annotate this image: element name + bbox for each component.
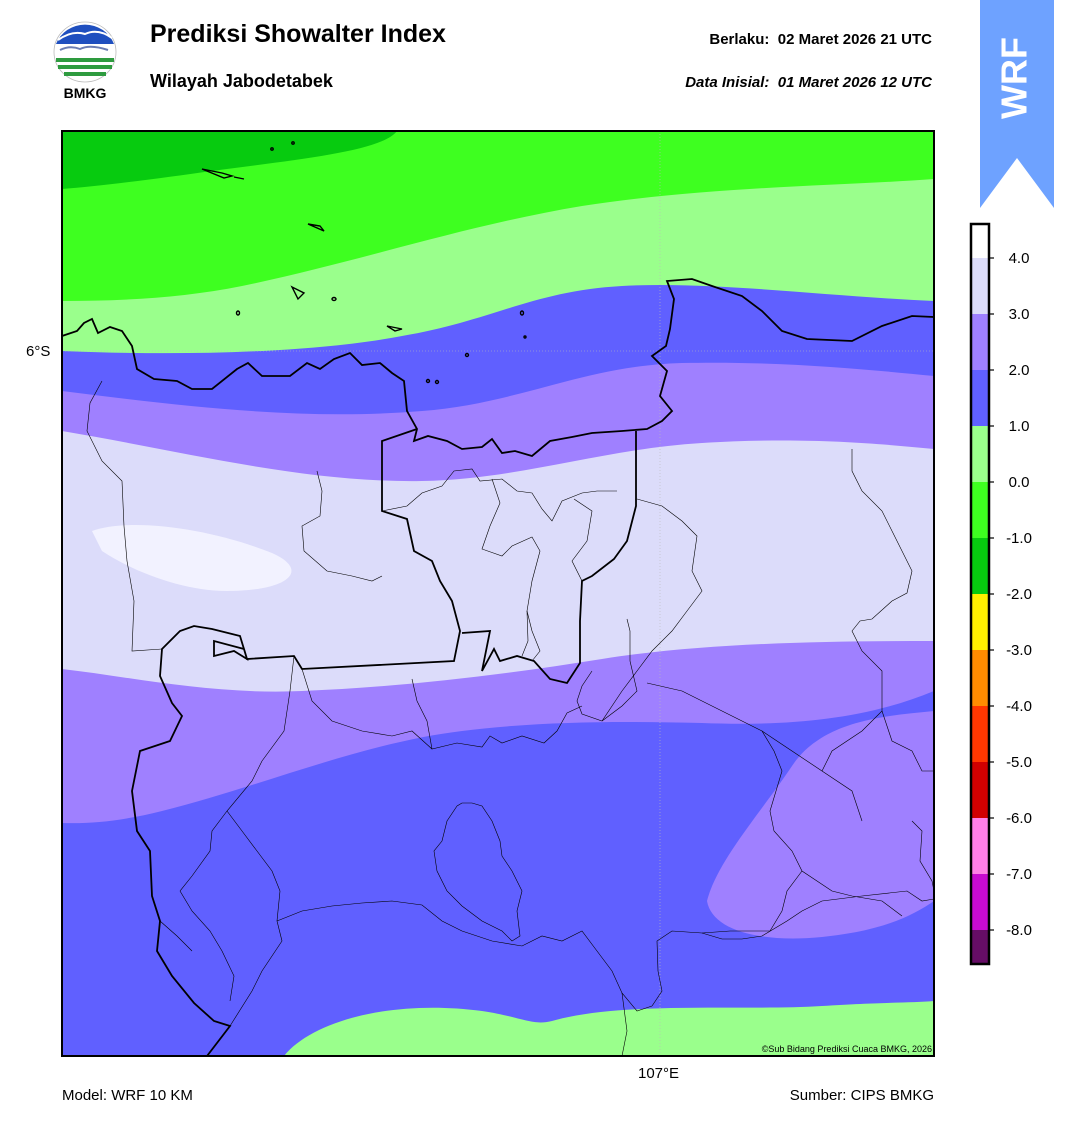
colorbar: 4.0 3.0 2.0 1.0 0.0 -1.0 -2.0 -3.0 -4.0 -5.0 -6.0 -… (969, 222, 1032, 966)
region-boundary-east (461, 431, 637, 685)
colorbar-band (971, 930, 989, 964)
valid-time: Berlaku: 02 Maret 2026 21 UTC (709, 31, 932, 48)
band-minus2-to-minus1 (62, 131, 397, 189)
longitude-label: 107°E (638, 1065, 680, 1082)
colorbar-band (971, 762, 989, 818)
colorbar-tick-label: -7.0 (1006, 866, 1032, 883)
logo-text: BMKG (64, 85, 107, 101)
band-3-to-4 (62, 431, 934, 692)
colorbar-tick-label: 4.0 (1009, 250, 1030, 267)
colorbar-band (971, 370, 989, 426)
colorbar-tick-label: -8.0 (1006, 922, 1032, 939)
valid-label: Berlaku: (709, 31, 770, 48)
district-boundaries (86, 380, 934, 1056)
colorbar-tick-label: 0.0 (1009, 474, 1030, 491)
colorbar-tick-label: 2.0 (1009, 362, 1030, 379)
colorbar-tick-label: -5.0 (1006, 754, 1032, 771)
init-label: Data Inisial: (685, 74, 770, 91)
band-above-4 (92, 525, 292, 591)
colorbar-band (971, 874, 989, 930)
colorbar-band (971, 706, 989, 762)
band-minus1-to-0 (62, 131, 934, 301)
colorbar-tick-label: -4.0 (1006, 698, 1032, 715)
colorbar-tick-label: 3.0 (1009, 306, 1030, 323)
region-boundary (131, 428, 461, 1056)
colorbar-band (971, 538, 989, 594)
colorbar-tick-label: -2.0 (1006, 586, 1032, 603)
band-0-to-1-bottom (284, 1001, 934, 1056)
colorbar-ticks: 4.0 3.0 2.0 1.0 0.0 -1.0 -2.0 -3.0 -4.0 -5.0 -6.0 -… (989, 250, 1032, 939)
copyright-text: ©Sub Bidang Prediksi Cuaca BMKG, 2026 (761, 1044, 932, 1054)
wrf-badge-text: WRF (994, 37, 1035, 119)
islands (201, 141, 527, 385)
latitude-label: 6°S (26, 343, 51, 360)
bmkg-logo: BMKG (53, 21, 117, 101)
colorbar-band (971, 426, 989, 482)
page-subtitle: Wilayah Jabodetabek (150, 71, 333, 91)
map-area (62, 131, 934, 1056)
colorbar-band (971, 258, 989, 314)
source-info: Sumber: CIPS BMKG (789, 1087, 934, 1104)
wrf-badge: WRF (980, 0, 1054, 208)
colorbar-tick-label: -6.0 (1006, 810, 1032, 827)
colorbar-tick-label: 1.0 (1009, 418, 1030, 435)
colorbar-bands (971, 224, 989, 964)
colorbar-band (971, 482, 989, 538)
coastline (62, 278, 934, 457)
init-time: Data Inisial: 01 Maret 2026 12 UTC (685, 74, 932, 91)
colorbar-band (971, 224, 989, 258)
colorbar-band (971, 594, 989, 650)
colorbar-band (971, 650, 989, 706)
page-title: Prediksi Showalter Index (150, 20, 446, 48)
model-info: Model: WRF 10 KM (62, 1087, 193, 1104)
colorbar-band (971, 818, 989, 874)
colorbar-tick-label: -3.0 (1006, 642, 1032, 659)
init-value: 01 Maret 2026 12 UTC (777, 74, 932, 91)
band-2-to-3-south-lobe (707, 711, 934, 939)
colorbar-band (971, 314, 989, 370)
colorbar-tick-label: -1.0 (1006, 530, 1032, 547)
valid-value: 02 Maret 2026 21 UTC (777, 31, 932, 48)
